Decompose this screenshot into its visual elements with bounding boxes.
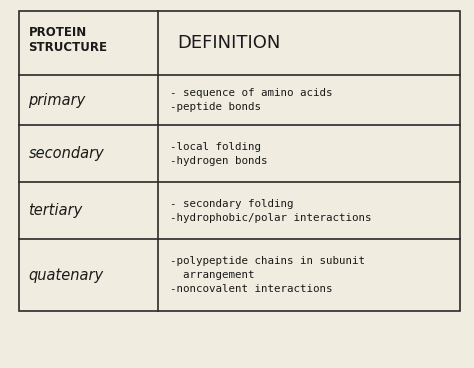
Bar	[19, 11, 460, 311]
Text: - sequence of amino acids
-peptide bonds: - sequence of amino acids -peptide bonds	[170, 88, 332, 112]
Text: primary: primary	[28, 93, 86, 108]
Text: tertiary: tertiary	[28, 203, 82, 218]
Text: -local folding
-hydrogen bonds: -local folding -hydrogen bonds	[170, 142, 267, 166]
Text: PROTEIN
STRUCTURE: PROTEIN STRUCTURE	[28, 25, 108, 54]
Text: DEFINITION: DEFINITION	[177, 34, 280, 52]
Text: secondary: secondary	[28, 146, 104, 161]
Text: quatenary: quatenary	[28, 268, 103, 283]
Text: - secondary folding
-hydrophobic/polar interactions: - secondary folding -hydrophobic/polar i…	[170, 199, 371, 223]
Text: -polypeptide chains in subunit
  arrangement
-noncovalent interactions: -polypeptide chains in subunit arrangeme…	[170, 256, 365, 294]
